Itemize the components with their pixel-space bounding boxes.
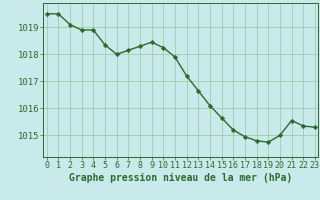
X-axis label: Graphe pression niveau de la mer (hPa): Graphe pression niveau de la mer (hPa): [69, 173, 292, 183]
